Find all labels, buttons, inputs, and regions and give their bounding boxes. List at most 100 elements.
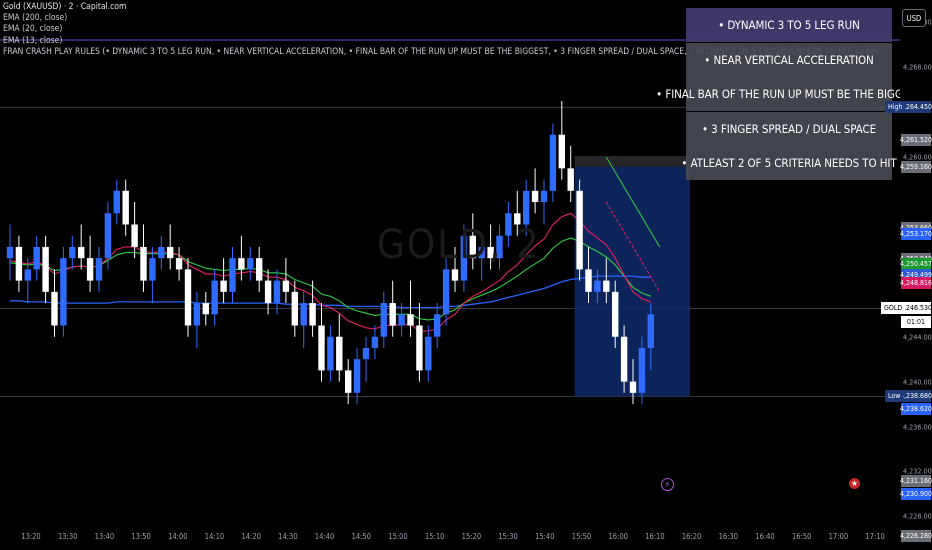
symbol-watermark: GOLD, 2 [377,222,541,268]
time-axis-label: 15:50 [571,532,592,541]
candle-body [42,246,49,292]
candle-body [478,246,485,259]
candle-body [398,314,405,326]
symbol-tag: GOLD [881,302,906,315]
time-axis-label: 16:00 [608,532,628,541]
candle-body [576,190,583,270]
time-axis-label: 15:20 [461,532,482,541]
candle-body [434,314,441,337]
time-axis-label: 14:40 [314,532,335,541]
time-axis-label: 14:50 [351,532,372,541]
candle-body [131,224,138,247]
candle-body [629,381,637,393]
time-axis-label: 15:30 [498,532,518,541]
candle-body [86,258,94,281]
candle-body [193,303,201,326]
rule-item-2: • NEAR VERTICAL ACCELERATION [686,42,892,77]
candle-body [389,303,396,326]
price-tag: 4,253.170 [899,227,932,240]
candle-body [300,303,307,326]
candle-body [585,269,592,292]
legend-symbol[interactable]: Gold (XAUUSD) · 2 · Capital.com [3,2,127,12]
price-axis-label: 4,240.000 [903,377,932,387]
time-axis-label: 15:10 [424,532,445,541]
candle-body [60,258,67,326]
candle-body [149,258,156,281]
candle-body [336,336,343,371]
candle-body [416,325,423,371]
candle-body [487,246,494,259]
candle-body [175,258,183,270]
candle-body [167,246,174,259]
candle-body [220,280,227,292]
legend-ema200[interactable]: EMA (200, close) [3,13,68,24]
legend-ema20[interactable]: EMA (20, close) [3,24,63,35]
lightning-event-icon[interactable]: ⚡ [661,478,674,491]
candle-body [24,269,31,281]
time-axis-label: 16:40 [755,532,775,541]
candle-body [309,303,316,326]
ema13-line [9,212,651,332]
time-axis-label: 15:40 [535,532,555,541]
candle-body [69,246,76,259]
time-axis-label: 14:20 [241,532,261,541]
price-axis[interactable]: 4,272.0004,268.0004,260.0004,244.0004,24… [900,0,932,550]
currency-button[interactable]: USD [902,9,926,27]
legend-ema13[interactable]: EMA (13, close) [3,35,63,46]
candle-body [594,280,601,292]
price-axis-label: 4,236.000 [903,422,932,432]
candle-body [442,269,450,315]
time-axis-label: 13:20 [21,532,41,541]
rule-item-4: • 3 FINGER SPREAD / DUAL SPACE [686,111,892,146]
candle-body [638,347,646,393]
candle-body [78,246,85,259]
candle-body [318,325,325,371]
time-axis-label: 16:50 [791,532,812,541]
ema200-line [10,275,651,309]
time-axis-label: 13:40 [94,532,115,541]
price-axis-label: 4,260.000 [903,152,932,162]
time-axis-label: 14:30 [278,532,298,541]
rule-item-3: • FINAL BAR OF THE RUN UP MUST BE THE BI… [656,77,922,111]
price-tag: 4,250.457 [899,258,932,271]
high-label: High [885,101,906,114]
price-tag: 4,264.450 [899,101,932,114]
time-axis-label: 17:00 [828,532,849,541]
candle-body [353,359,361,393]
candle-body [523,190,530,225]
time-axis-label: 16:30 [718,532,739,541]
candle-body [140,246,147,281]
candle-body [247,258,254,270]
price-tag: 4,238.620 [899,402,932,415]
candle-body [549,134,557,191]
flag-event-icon[interactable]: ★ [849,478,860,489]
candle-body [113,190,120,214]
candle-body [229,258,236,292]
candle-body [95,258,103,281]
time-axis-label: 16:20 [681,532,702,541]
candle-body [256,258,263,281]
candle-body [273,280,281,304]
price-axis-label: 4,268.000 [903,62,932,72]
candle-body [33,246,40,270]
candle-body [567,168,574,191]
candle-body [647,314,654,348]
candle-body [158,246,165,259]
price-tag: 4,248.816 [899,276,932,289]
rule-item-5: • ATLEAST 2 OF 5 CRITERIA NEEDS TO HIT [681,146,897,180]
time-axis-label: 14:10 [204,532,225,541]
price-axis-label: 4,244.000 [903,332,932,342]
price-tag: 01:01 [901,316,931,329]
candle-body [620,336,628,382]
candle-body [264,280,272,304]
candle-body [380,303,387,337]
time-axis-label: 15:00 [388,532,408,541]
candle-body [345,370,352,393]
price-axis-label: 4,232.000 [903,466,932,476]
legend-indicator[interactable]: FRAN CRASH PLAY RULES (• DYNAMIC 3 TO 5 … [3,46,879,57]
candle-body [362,347,370,360]
low-label: Low [885,390,904,403]
time-axis[interactable]: 13:20 13:30 13:40 13:50 14:00 14:10 14:20 14:30… [0,526,900,550]
candle-body [211,280,218,315]
